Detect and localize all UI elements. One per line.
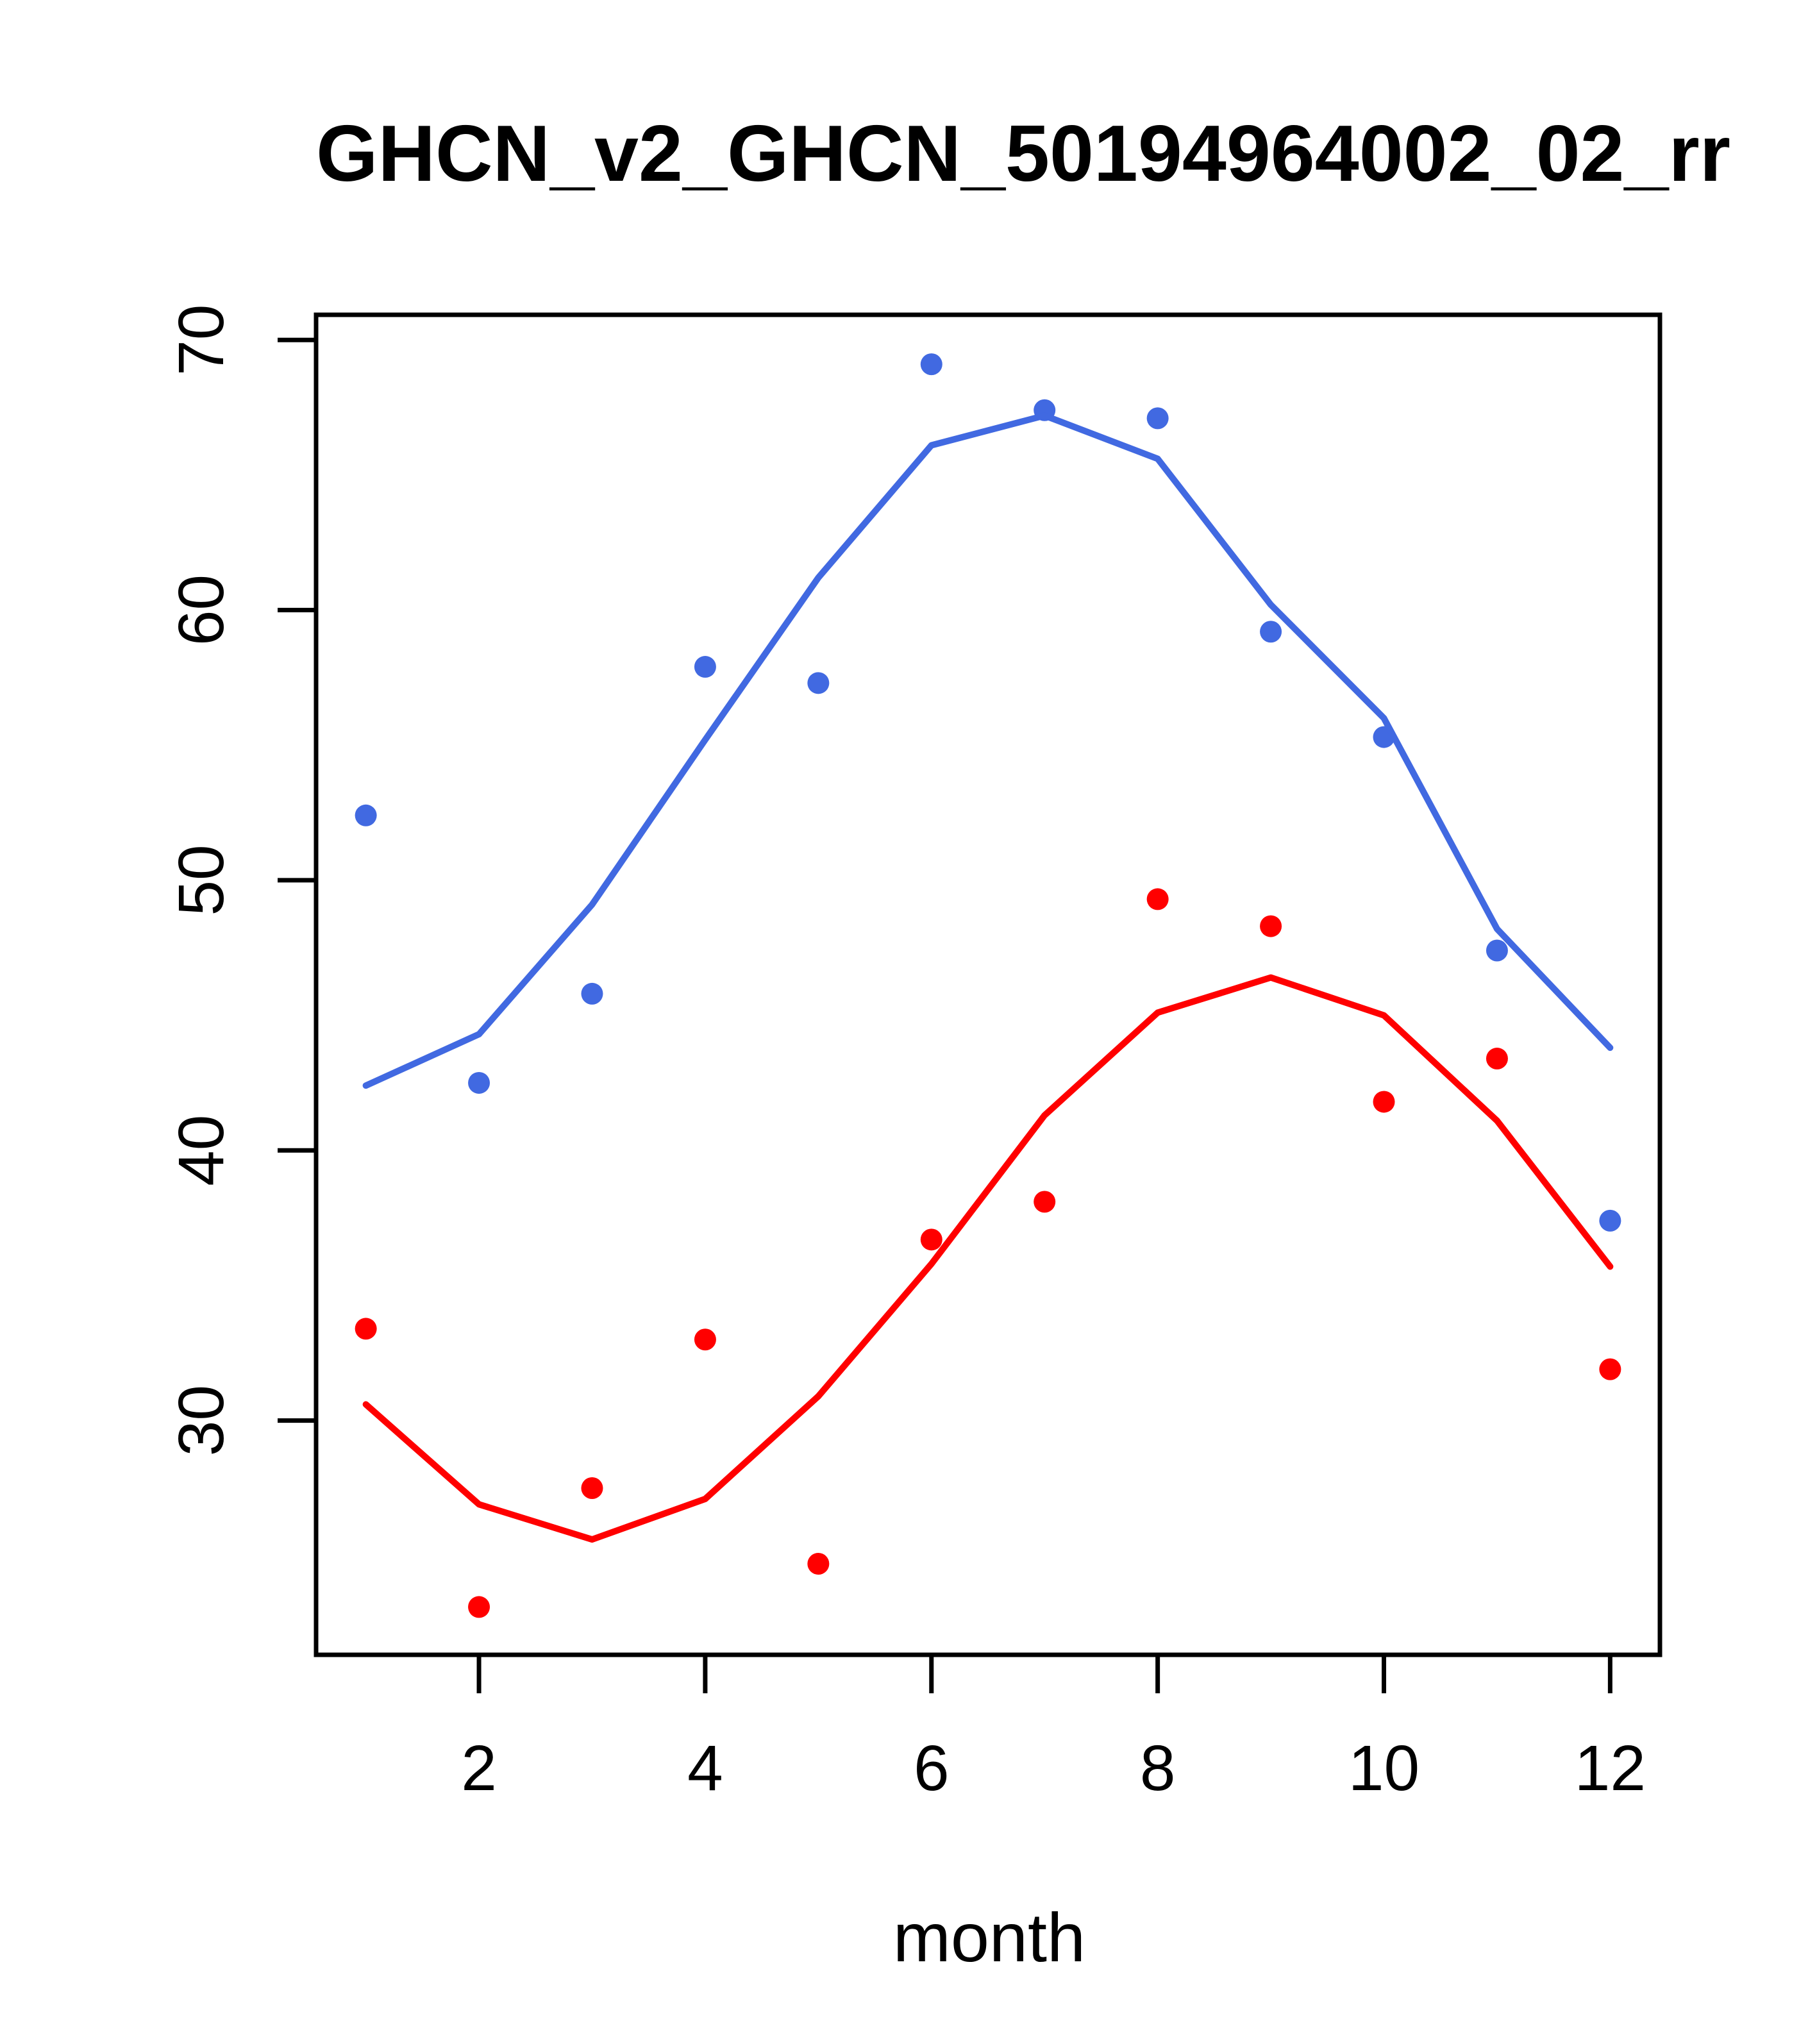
upper-temperature-points-dot [1599, 1209, 1621, 1232]
upper-temperature-points-dot [1260, 621, 1282, 643]
x-tick-label: 10 [1348, 1732, 1419, 1804]
y-tick-label: 70 [165, 305, 237, 376]
y-tick-label: 50 [165, 844, 237, 916]
lower-temperature-smooth-line [362, 974, 1614, 1543]
lower-temperature-points-dot [807, 1552, 830, 1575]
lower-temperature-points-dot [355, 1318, 377, 1340]
lower-temperature-points-dot [1373, 1091, 1395, 1113]
y-axis: 30 40 50 60 70 [165, 305, 316, 1456]
upper-temperature-points-dot [1486, 939, 1508, 962]
upper-temperature-points-dot [807, 672, 830, 694]
lower-temperature-points-dot [1146, 888, 1169, 910]
x-tick-label: 12 [1575, 1732, 1646, 1804]
plot-box [314, 312, 1662, 1657]
upper-temperature-points-dot [468, 1071, 490, 1094]
lower-temperature-points-dot [1486, 1048, 1508, 1070]
x-tick-label: 4 [687, 1732, 723, 1804]
upper-temperature-points-dot [355, 804, 377, 826]
x-axis-label: month [892, 1898, 1086, 1976]
chart-title: GHCN_v2_GHCN_50194964002_02_rr [316, 110, 1730, 198]
y-tick-label: 60 [165, 574, 237, 646]
lower-temperature-points-dot [1599, 1358, 1621, 1380]
upper-temperature-points-dot [694, 656, 716, 678]
upper-temperature-points-dot [1146, 407, 1169, 430]
lower-temperature-points-dot [581, 1477, 603, 1500]
x-axis: 2 4 6 8 10 12 [461, 1655, 1646, 1804]
lower-temperature-points-dot [468, 1596, 490, 1618]
upper-temperature-smooth-line [362, 412, 1614, 1089]
y-tick-label: 40 [165, 1115, 237, 1186]
upper-temperature-points-dot [920, 353, 942, 376]
lower-temperature-points-dot [694, 1328, 716, 1351]
lower-temperature-points-dot [1034, 1191, 1056, 1213]
x-tick-label: 2 [461, 1732, 497, 1804]
upper-temperature-points-dot [581, 982, 603, 1005]
lower-temperature-points-dot [1260, 915, 1282, 937]
lower-temperature-points-dot [920, 1228, 942, 1251]
series-layer-lines [362, 412, 1614, 1543]
x-tick-label: 8 [1140, 1732, 1176, 1804]
x-tick-label: 6 [914, 1732, 950, 1804]
y-tick-label: 30 [165, 1385, 237, 1456]
series-layer-points [355, 353, 1621, 1618]
plot-border [314, 312, 1662, 1657]
